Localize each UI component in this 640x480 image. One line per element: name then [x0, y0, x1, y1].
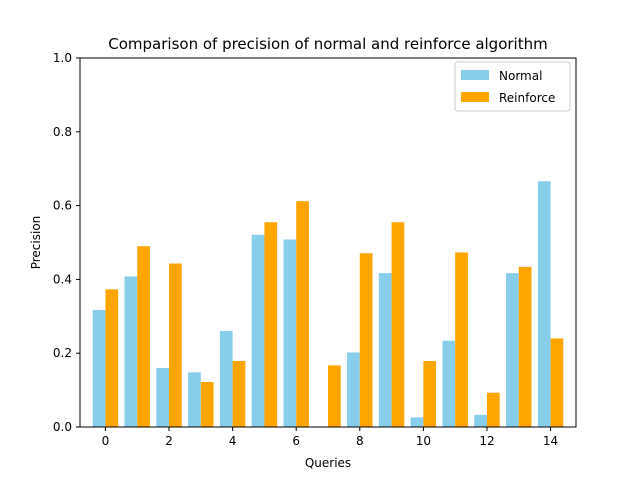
bar-normal-13	[506, 273, 519, 427]
bar-normal-0	[92, 310, 106, 427]
bar-normal-3	[188, 372, 201, 427]
bar-normal-2	[156, 367, 170, 427]
bars-group	[92, 181, 564, 427]
bar-reinforce-12	[486, 392, 500, 427]
legend-swatch-reinforce	[461, 92, 489, 102]
bar-normal-9	[378, 273, 392, 427]
x-tick-label: 10	[416, 434, 431, 448]
bar-reinforce-3	[200, 381, 214, 427]
legend-label-normal: Normal	[499, 69, 542, 83]
x-axis: 0 2 4 6 8 10 12 14	[102, 427, 558, 448]
y-axis: 0.0 0.2 0.4 0.6 0.8 1.0	[53, 51, 80, 434]
y-tick-label: 0.2	[53, 346, 72, 360]
bar-reinforce-4	[232, 360, 246, 427]
bar-reinforce-14	[550, 338, 564, 427]
legend-label-reinforce: Reinforce	[499, 91, 555, 105]
bar-normal-6	[283, 239, 297, 427]
y-tick-label: 0.8	[53, 125, 72, 139]
bar-reinforce-7	[328, 365, 341, 427]
y-tick-label: 0.0	[53, 420, 72, 434]
x-tick-label: 14	[543, 434, 558, 448]
bar-normal-14	[537, 181, 551, 427]
y-axis-label: Precision	[29, 216, 43, 270]
bar-reinforce-8	[359, 253, 373, 427]
bar-reinforce-2	[169, 263, 182, 427]
legend: Normal Reinforce	[454, 61, 571, 112]
x-tick-label: 0	[102, 434, 110, 448]
x-axis-label: Queries	[305, 456, 351, 470]
bar-normal-12	[474, 414, 487, 427]
y-tick-label: 0.6	[53, 199, 72, 213]
bar-normal-11	[442, 340, 456, 427]
bar-reinforce-5	[264, 222, 278, 427]
y-tick-label: 0.4	[53, 272, 72, 286]
bar-reinforce-6	[296, 201, 309, 427]
bar-reinforce-11	[455, 252, 468, 427]
bar-normal-1	[124, 276, 138, 427]
bar-reinforce-9	[391, 222, 405, 427]
bar-normal-5	[251, 234, 265, 427]
x-tick-label: 2	[165, 434, 173, 448]
plot-frame	[79, 57, 577, 428]
bar-reinforce-13	[518, 266, 532, 427]
x-tick-label: 6	[292, 434, 300, 448]
x-tick-label: 4	[229, 434, 237, 448]
bar-reinforce-0	[105, 289, 119, 427]
y-tick-label: 1.0	[53, 51, 72, 65]
bar-normal-10	[410, 417, 424, 427]
legend-swatch-normal	[461, 70, 489, 80]
bar-reinforce-10	[423, 360, 437, 427]
chart-title: Comparison of precision of normal and re…	[108, 35, 547, 53]
x-tick-label: 8	[356, 434, 364, 448]
x-tick-label: 12	[479, 434, 494, 448]
bar-reinforce-1	[137, 246, 150, 427]
bar-normal-4	[219, 331, 233, 427]
bar-normal-8	[347, 352, 360, 427]
